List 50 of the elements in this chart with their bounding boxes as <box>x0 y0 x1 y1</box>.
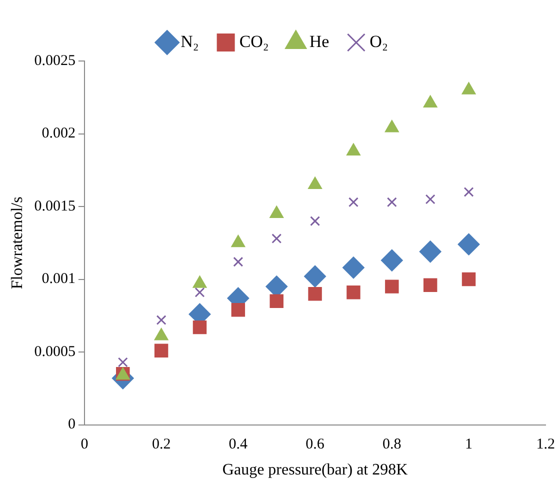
point <box>458 233 480 256</box>
x-tick-label: 0.6 <box>306 436 325 453</box>
y-tick-label: 0 <box>68 416 76 433</box>
x-tick-label: 0 <box>80 436 88 453</box>
x-tick-label: 0.8 <box>382 436 402 453</box>
point <box>270 294 284 308</box>
point <box>425 194 436 204</box>
point <box>462 272 476 286</box>
point <box>385 280 399 294</box>
y-tick-label: 0.001 <box>42 271 76 288</box>
y-tick-label: 0.002 <box>42 126 76 142</box>
point <box>308 176 322 189</box>
point <box>118 357 128 368</box>
point <box>304 265 326 288</box>
legend-label: CO₂ <box>239 32 269 51</box>
legend-label: O₂ <box>370 32 388 51</box>
legend-label: N₂ <box>180 32 199 51</box>
x-tick-label: 0.4 <box>228 436 248 453</box>
point <box>462 82 476 94</box>
point <box>380 249 403 272</box>
point <box>348 197 358 208</box>
y-tick-label: 0.0025 <box>34 52 76 69</box>
point <box>270 206 284 218</box>
point <box>384 120 399 132</box>
point <box>194 287 205 298</box>
point <box>423 278 438 292</box>
point <box>154 344 168 358</box>
point <box>192 320 207 334</box>
x-tick-label: 1.2 <box>536 436 555 453</box>
y-axis-title: Flowratemol/s <box>8 196 26 290</box>
y-tick-label: 0.0005 <box>34 344 76 360</box>
point <box>423 95 438 108</box>
point <box>272 234 282 244</box>
y-tick-label: 0.0015 <box>34 198 76 214</box>
x-tick-label: 1 <box>465 436 473 453</box>
point <box>231 234 246 248</box>
point <box>310 216 320 226</box>
point <box>308 286 322 301</box>
point <box>419 240 442 263</box>
point <box>346 286 360 300</box>
point <box>386 197 397 208</box>
point <box>233 256 244 267</box>
legend-label: He <box>309 32 330 51</box>
point <box>464 186 474 197</box>
point <box>342 256 364 279</box>
point <box>346 143 360 156</box>
x-axis-title: Gauge pressure(bar) at 298K <box>222 462 408 479</box>
x-tick-label: 0.2 <box>152 436 171 453</box>
point <box>231 302 246 317</box>
point <box>156 315 166 326</box>
